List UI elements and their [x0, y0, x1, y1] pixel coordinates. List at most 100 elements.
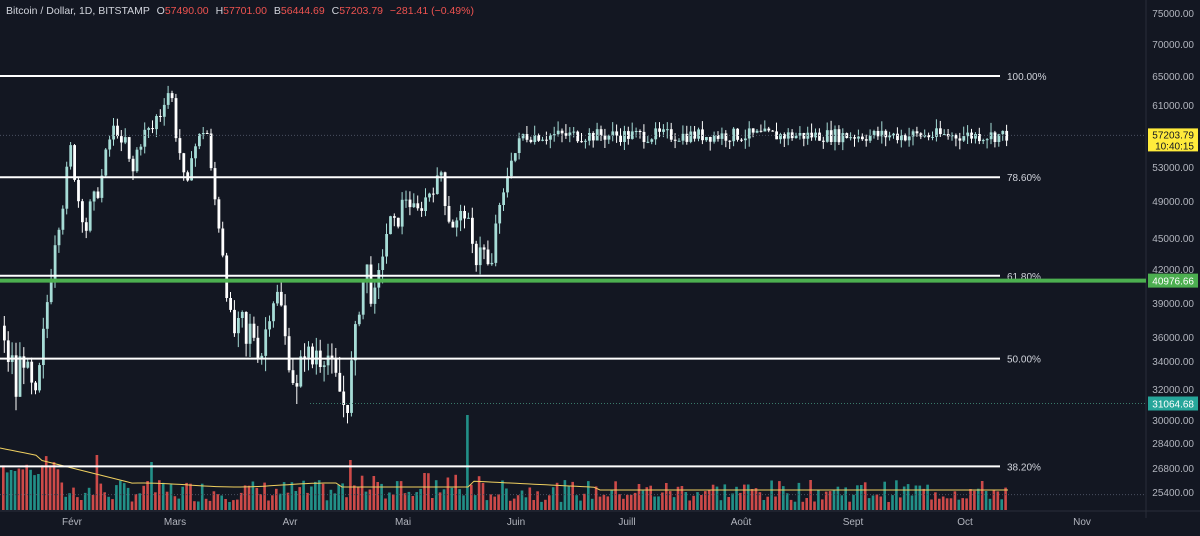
candle-body [868, 135, 872, 141]
candle-body [654, 128, 658, 140]
candle-body [38, 365, 41, 391]
volume-bar [973, 490, 976, 510]
candle-body [205, 133, 209, 134]
candle-body [69, 145, 73, 167]
volume-bar [80, 500, 83, 510]
candle-body [993, 132, 997, 142]
volume-bar [485, 500, 489, 510]
candle-body [954, 135, 958, 139]
candle-body [783, 134, 786, 139]
volume-bar [72, 487, 75, 510]
volume-bar [626, 494, 629, 510]
candle-body [829, 130, 833, 142]
time-axis[interactable]: Févr Mars Avr Mai Juin Juill Août Sept Oct Nov [62, 517, 1091, 528]
volume-bar [957, 499, 961, 510]
candle-body [962, 136, 966, 141]
volume-bar [587, 481, 590, 510]
volume-bar [477, 476, 481, 510]
volume-bar [56, 469, 60, 510]
volume-bar [988, 498, 992, 510]
candle-body [599, 129, 603, 136]
volume-bar [555, 482, 559, 510]
volume-bar [770, 480, 773, 510]
price-axis-tick-label: 30000.00 [1152, 416, 1194, 427]
price-axis-tick-label: 70000.00 [1152, 40, 1194, 51]
candle-body [474, 243, 478, 266]
symbol-legend[interactable]: Bitcoin / Dollar, 1D, BITSTAMP O57490.00… [6, 5, 474, 17]
candle-body [178, 138, 182, 154]
volume-bar [614, 481, 617, 510]
candle-body [603, 135, 607, 140]
volume-bar [902, 486, 906, 510]
time-axis-tick-label: Mai [395, 517, 411, 528]
volume-bar [466, 415, 469, 510]
volume-bar [154, 492, 157, 510]
volume-bar [969, 489, 972, 510]
volume-bar [551, 487, 555, 510]
candle-body [198, 134, 201, 147]
volume-bar [715, 486, 719, 510]
volume-bar [567, 485, 571, 510]
time-axis-tick-label: Avr [283, 517, 298, 528]
candle-body [853, 137, 856, 139]
candle-body [104, 149, 108, 176]
low-marker-label: 31064.68 [1152, 400, 1194, 411]
volume-bar [528, 487, 532, 510]
candle-body [455, 220, 459, 228]
candle-body [623, 131, 626, 142]
volume-bar [657, 496, 660, 510]
candle-body [911, 131, 915, 137]
candle-body [143, 129, 147, 147]
candle-body [1005, 130, 1009, 141]
volume-bar [111, 499, 114, 510]
volume-bar [197, 501, 200, 510]
candle-body [627, 131, 630, 139]
volume-bar [875, 494, 879, 510]
candle-body [311, 346, 314, 365]
candle-body [217, 199, 221, 229]
volume-bar [723, 484, 727, 510]
open-value: 57490.00 [164, 5, 209, 17]
last-price-tag [1148, 128, 1198, 152]
volume-bar [126, 487, 130, 510]
volume-bar [879, 496, 883, 510]
price-axis-tick-label: 61000.00 [1152, 101, 1194, 112]
volume-bar [275, 488, 278, 510]
candle-body [182, 153, 186, 173]
volume-bar [239, 492, 243, 510]
volume-bar [949, 498, 953, 510]
candle-body [221, 228, 225, 256]
candle-body [408, 199, 412, 208]
candle-body [112, 125, 115, 140]
candle-body [907, 136, 911, 141]
candle-body [272, 303, 275, 322]
price-axis-tick-label: 28400.00 [1152, 439, 1194, 450]
volume-bar [345, 497, 348, 510]
candle-body [61, 208, 65, 230]
volume-bar [766, 496, 769, 510]
volume-bar [532, 500, 535, 510]
volume-bar [119, 480, 122, 510]
volume-bar [44, 456, 48, 510]
candle-body [942, 134, 946, 135]
time-axis-tick-label: Sept [843, 517, 864, 528]
price-axis-tick-label: 39000.00 [1152, 299, 1194, 310]
candle-body [510, 160, 513, 177]
volume-bar [789, 499, 793, 510]
candle-body [162, 104, 166, 117]
volume-bar [754, 488, 758, 510]
price-axis[interactable]: 75000.0070000.0065000.0061000.0057000.00… [1148, 9, 1198, 499]
candle-body [45, 302, 49, 329]
volume-bar [333, 493, 337, 510]
fib-level-label: 78.60% [1007, 173, 1041, 184]
volume-bar [918, 485, 922, 510]
support-price-label: 40976.66 [1152, 277, 1194, 288]
candle-body [81, 201, 84, 223]
candle-body [96, 191, 100, 198]
candle-body [572, 131, 576, 133]
candle-body [100, 175, 104, 198]
volume-bar [520, 490, 524, 510]
candle-body [545, 139, 548, 141]
